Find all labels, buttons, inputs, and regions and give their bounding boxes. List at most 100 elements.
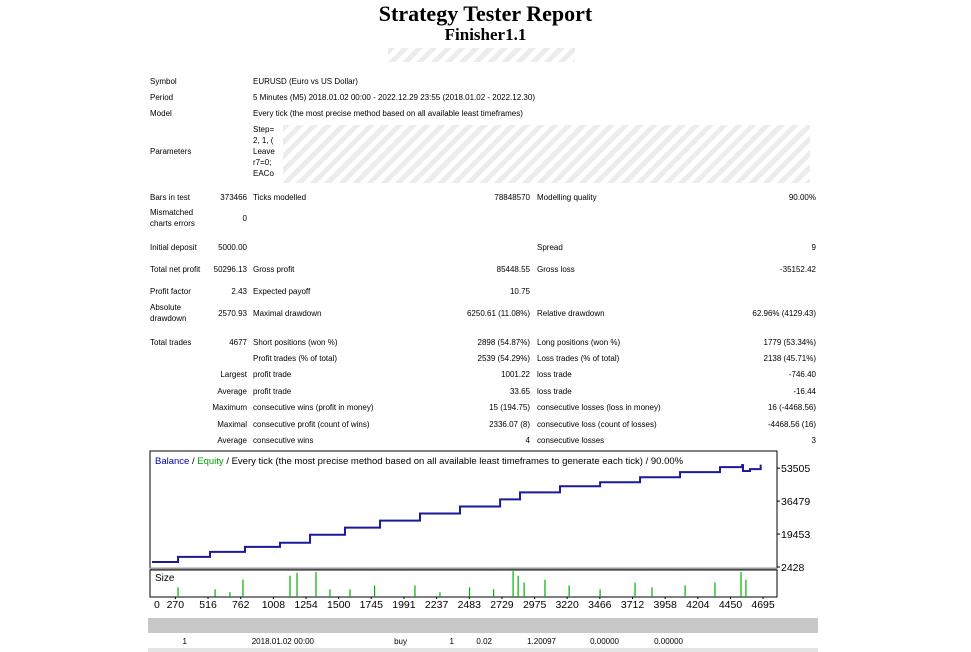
- balance-line: [151, 464, 762, 564]
- stat-label: loss trade: [537, 386, 572, 396]
- chart-frame: [149, 450, 778, 569]
- size-frame: [149, 569, 778, 598]
- table-cell: 1: [182, 637, 187, 646]
- stat-value: 4677: [229, 337, 247, 347]
- stat-value: 5000.00: [218, 242, 247, 252]
- stat-value: 2539 (54.29%): [477, 353, 530, 363]
- parameter-line: EACo: [253, 169, 274, 178]
- stat-value: 90.00%: [788, 192, 816, 202]
- table-cell: 1.20097: [527, 637, 556, 646]
- stat-value: 10.75: [509, 286, 530, 296]
- x-tick-label: 4695: [751, 599, 775, 611]
- stat-label: profit trade: [253, 386, 292, 396]
- parameter-line: Leave: [253, 147, 275, 156]
- stat-label: consecutive loss (count of losses): [537, 419, 657, 429]
- x-tick-label: 0: [154, 599, 160, 611]
- stat-value: -746.40: [788, 369, 816, 379]
- table-cell: 2018.01.02 00:00: [251, 637, 314, 646]
- stat-value: 1001.22: [501, 369, 530, 379]
- x-tick-label: 516: [199, 599, 217, 611]
- stat-value: -16.44: [793, 386, 816, 396]
- stat-label: loss trade: [537, 369, 572, 379]
- parameter-line: 2, 1, (: [253, 136, 274, 145]
- stat-value: 15 (194.75): [489, 402, 530, 412]
- stat-value: Maximum: [212, 402, 247, 412]
- stat-value: 373466: [220, 192, 247, 202]
- table-cell: 1: [449, 637, 454, 646]
- y-tick-label: 53505: [781, 463, 810, 475]
- stat-value: 2138 (45.71%): [763, 353, 816, 363]
- stat-label: consecutive wins: [253, 435, 314, 445]
- parameter-line: r7=0;: [253, 158, 272, 167]
- stat-label: Gross profit: [253, 264, 295, 274]
- stat-label: profit trade: [253, 369, 292, 379]
- x-tick-label: 2483: [458, 599, 482, 611]
- stat-label: Profit trades (% of total): [253, 353, 338, 363]
- stat-label: Profit factor: [150, 286, 191, 296]
- stat-label: Modelling quality: [537, 192, 597, 202]
- info-value: Every tick (the most precise method base…: [253, 109, 523, 118]
- x-tick-label: 1500: [327, 599, 351, 611]
- stat-label: Initial deposit: [150, 242, 197, 252]
- stat-value: Largest: [220, 369, 247, 379]
- x-tick-label: 762: [232, 599, 250, 611]
- table-cell: 0.00000: [654, 637, 683, 646]
- stat-value: 78848570: [494, 192, 530, 202]
- stat-value: 3: [811, 435, 816, 445]
- x-tick-label: 3958: [653, 599, 677, 611]
- stat-label: Relative drawdown: [537, 308, 605, 318]
- stat-value: Average: [217, 435, 247, 445]
- x-tick-label: 4204: [686, 599, 710, 611]
- y-tick-label: 19453: [781, 529, 810, 541]
- table-cell: 0.00000: [590, 637, 619, 646]
- stat-value: 62.96% (4129.43): [752, 308, 816, 318]
- stat-label: Loss trades (% of total): [537, 353, 620, 363]
- stat-value: Average: [217, 386, 247, 396]
- x-tick-label: 1254: [294, 599, 318, 611]
- x-tick-label: 1745: [360, 599, 384, 611]
- stat-value: 4: [525, 435, 530, 445]
- y-tick-label: 2428: [781, 562, 805, 574]
- stat-label: consecutive profit (count of wins): [253, 419, 370, 429]
- x-tick-label: 2237: [425, 599, 449, 611]
- stat-label: Total net profit: [150, 264, 201, 274]
- stat-value: 2336.07 (8): [489, 419, 530, 429]
- x-tick-label: 270: [167, 599, 185, 611]
- redaction: [283, 125, 810, 183]
- trades-header-bg: [148, 618, 818, 633]
- chart-legend: Balance / Equity / Every tick (the most …: [155, 456, 684, 467]
- stat-label: Spread: [537, 242, 563, 252]
- stat-value: 6250.61 (11.08%): [466, 308, 530, 318]
- x-tick-label: 1991: [392, 599, 416, 611]
- stat-value: Maximal: [217, 419, 247, 429]
- stat-value: 50296.13: [213, 264, 247, 274]
- info-label: Period: [150, 93, 174, 102]
- separator: /: [646, 456, 649, 467]
- stat-label: consecutive losses (loss in money): [537, 402, 661, 412]
- legend-entry: Balance: [155, 456, 189, 467]
- chart-description: Every tick (the most precise method base…: [232, 456, 643, 467]
- stat-label: Ticks modelled: [253, 192, 307, 202]
- trades-row-bg: [148, 648, 818, 652]
- stat-value: 9: [811, 242, 816, 252]
- stat-value: 16 (-4468.56): [767, 402, 816, 412]
- table-cell: buy: [394, 637, 407, 646]
- separator: /: [226, 456, 229, 467]
- stat-value: -4468.56 (16): [767, 419, 816, 429]
- x-tick-label: 3220: [555, 599, 579, 611]
- y-tick-label: 36479: [781, 496, 810, 508]
- stat-label: Gross loss: [537, 264, 575, 274]
- stat-label: Absolute drawdown: [150, 303, 187, 323]
- stat-label: Expected payoff: [253, 286, 311, 296]
- stat-value: 85448.55: [496, 264, 530, 274]
- info-label: Symbol: [150, 77, 177, 86]
- info-value: EURUSD (Euro vs US Dollar): [253, 77, 358, 86]
- stat-value: 33.65: [509, 386, 530, 396]
- redaction: [388, 48, 575, 62]
- x-tick-label: 3712: [621, 599, 645, 611]
- separator: /: [192, 456, 195, 467]
- parameters-label: Parameters: [150, 147, 192, 156]
- size-label: Size: [155, 573, 175, 584]
